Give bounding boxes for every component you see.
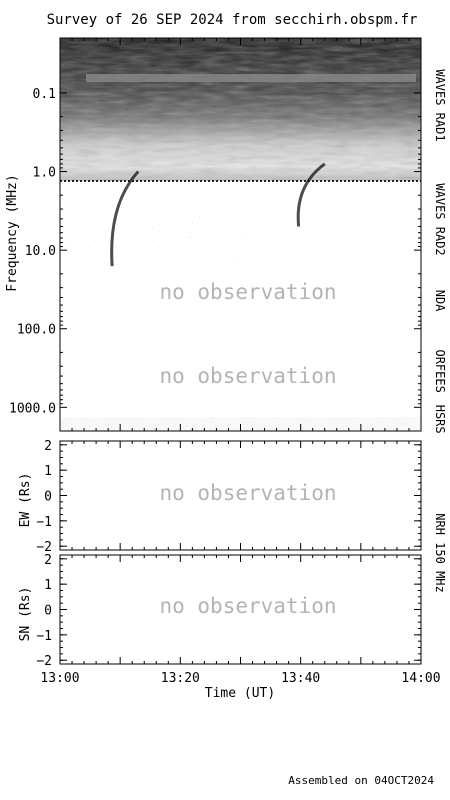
spectrum-y-axis-title: Frequency (MHz) <box>5 174 20 291</box>
x-tick-label: 13:20 <box>161 671 200 686</box>
position-tick-label: −2 <box>36 540 52 555</box>
no-observation-orfees: no observation <box>159 364 336 388</box>
burst-layer <box>110 162 326 267</box>
position-tick-label: 2 <box>44 439 52 454</box>
no-observation-nda: no observation <box>159 280 336 304</box>
sn-panel: no observation 2 1 0 −1 −2 SN (Rs) <box>18 553 422 669</box>
position-tick-label: −1 <box>36 515 52 530</box>
x-tick-label: 14:00 <box>401 671 440 686</box>
spectrum-tick-label: 1.0 <box>33 166 56 181</box>
spectrum-tick-label: 10.0 <box>25 244 56 259</box>
instrument-label: HSRS <box>433 405 447 434</box>
instrument-label: WAVES RAD1 <box>433 69 447 141</box>
position-tick-label: 0 <box>44 490 52 505</box>
rad1-texture <box>60 38 421 181</box>
position-tick-label: −2 <box>36 654 52 669</box>
no-observation-sn: no observation <box>159 594 336 618</box>
spectrum-tick-label: 1000.0 <box>9 401 56 416</box>
x-tick-label: 13:40 <box>281 671 320 686</box>
no-observation-ew: no observation <box>159 481 336 505</box>
instrument-label: ORFEES <box>433 349 447 392</box>
time-ticks <box>59 38 422 664</box>
spectrum-y-ticks: 0.1 1.0 10.0 100.0 1000.0 <box>9 87 421 416</box>
figure-title: Survey of 26 SEP 2024 from secchirh.obsp… <box>47 12 418 28</box>
rad2-texture <box>60 181 421 267</box>
assembled-footer: Assembled on 04OCT2024 <box>288 774 434 787</box>
spectrum-tick-label: 0.1 <box>33 87 56 102</box>
position-tick-label: 0 <box>44 604 52 619</box>
ew-y-ticks: 2 1 0 −1 −2 <box>36 439 421 555</box>
ew-y-axis-title: EW (Rs) <box>18 473 33 528</box>
position-tick-label: 1 <box>44 464 52 479</box>
burst-trace <box>296 162 326 227</box>
instrument-label: NDA <box>433 290 447 312</box>
instrument-labels: WAVES RAD1 WAVES RAD2 NDA ORFEES HSRS <box>433 69 447 433</box>
spectrum-tick-label: 100.0 <box>17 323 56 338</box>
ew-panel: no observation 2 1 0 −1 −2 EW (Rs) <box>18 439 422 555</box>
spectrum-panel: no observation no observation 0.1 1.0 10.0… <box>5 37 447 434</box>
sn-y-axis-title: SN (Rs) <box>18 587 33 642</box>
position-tick-label: 2 <box>44 553 52 568</box>
x-tick-label: 13:00 <box>40 671 79 686</box>
position-tick-label: 1 <box>44 578 52 593</box>
x-axis-title: Time (UT) <box>205 686 275 701</box>
position-tick-label: −1 <box>36 629 52 644</box>
nrh-label: NRH 150 MHz <box>433 513 447 592</box>
rad1-streak <box>86 74 416 82</box>
x-tick-labels: 13:00 13:20 13:40 14:00 <box>40 671 440 686</box>
instrument-label: WAVES RAD2 <box>433 183 447 255</box>
burst-trace <box>110 170 140 267</box>
